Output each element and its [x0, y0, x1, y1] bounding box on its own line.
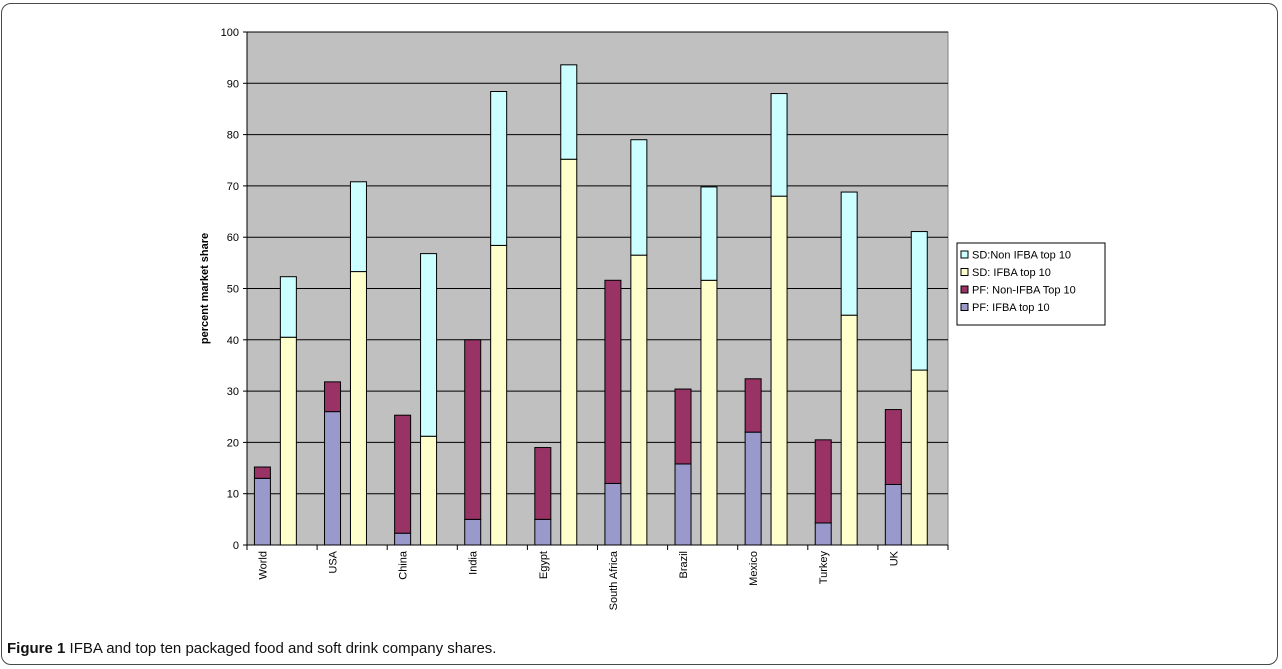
y-tick-label: 80: [227, 130, 239, 142]
bar-segment: [349, 181, 367, 273]
bar-segment: [630, 254, 648, 546]
bar-segment: [884, 483, 902, 546]
figure-frame: [1, 3, 1278, 665]
x-tick-label: Turkey: [818, 551, 830, 585]
bar-segment: [420, 253, 438, 437]
bar-segment: [464, 518, 482, 546]
bar-segment: [840, 314, 858, 546]
legend-label: PF: Non-IFBA Top 10: [972, 285, 1076, 297]
y-tick-label: 60: [227, 232, 239, 244]
y-tick-label: 70: [227, 181, 239, 193]
y-tick-label: 10: [227, 489, 239, 501]
legend-swatch: [960, 303, 969, 311]
bar-segment: [253, 477, 271, 546]
bar-segment: [490, 91, 508, 246]
legend-swatch: [960, 285, 969, 294]
bar-segment: [884, 409, 902, 485]
y-tick-label: 100: [221, 27, 239, 39]
legend-label: SD: IFBA top 10: [972, 267, 1051, 279]
x-tick-label: World: [257, 551, 269, 580]
y-tick-label: 40: [227, 335, 239, 347]
bar-segment: [630, 139, 648, 256]
x-tick-label: China: [398, 550, 410, 580]
y-axis-label: percent market share: [199, 233, 211, 344]
x-tick-label: UK: [888, 550, 900, 566]
bar-segment: [814, 439, 832, 524]
bar-segment: [700, 279, 718, 546]
y-tick-label: 0: [233, 540, 239, 552]
bar-segment: [464, 339, 482, 520]
legend-swatch: [960, 250, 969, 259]
figure-caption: Figure 1 IFBA and top ten packaged food …: [7, 640, 496, 657]
x-tick-label: Mexico: [748, 551, 760, 586]
bar-segment: [674, 463, 692, 546]
bar-segment: [910, 369, 928, 546]
bar-segment: [910, 231, 928, 371]
legend-label: SD:Non IFBA top 10: [972, 250, 1071, 262]
legend-label: PF: IFBA top 10: [972, 302, 1050, 314]
bar-segment: [279, 276, 297, 338]
x-tick-label: India: [468, 550, 480, 575]
bar-segment: [674, 388, 692, 465]
bar-segment: [744, 378, 762, 433]
bar-segment: [534, 447, 552, 520]
x-tick-label: Brazil: [678, 551, 690, 579]
bar-segment: [770, 195, 788, 546]
caption-text: IFBA and top ten packaged food and soft …: [69, 640, 497, 657]
bar-segment: [324, 381, 342, 413]
x-tick-label: USA: [328, 550, 340, 573]
y-tick-label: 20: [227, 437, 239, 449]
bar-segment: [490, 244, 508, 546]
y-tick-label: 50: [227, 284, 239, 296]
x-tick-label: Egypt: [538, 551, 550, 579]
x-tick-label: South Africa: [608, 550, 620, 610]
bar-segment: [394, 414, 412, 534]
bar-segment: [324, 411, 342, 546]
legend-box: [956, 242, 1106, 326]
bar-segment: [349, 271, 367, 546]
bar-segment: [604, 482, 622, 546]
bar-segment: [560, 64, 578, 160]
bar-segment: [279, 336, 297, 546]
caption-label: Figure 1: [7, 640, 66, 657]
bar-segment: [700, 186, 718, 281]
y-tick-label: 90: [227, 78, 239, 90]
bar-segment: [840, 191, 858, 316]
bar-segment: [770, 93, 788, 197]
y-tick-label: 30: [227, 386, 239, 398]
bar-segment: [744, 431, 762, 546]
bar-segment: [394, 532, 412, 546]
bar-segment: [560, 158, 578, 546]
bar-segment: [253, 466, 271, 479]
bar-segment: [814, 522, 832, 546]
bar-segment: [534, 518, 552, 546]
legend-swatch: [960, 268, 969, 276]
bar-segment: [420, 435, 438, 546]
bar-segment: [604, 279, 622, 484]
